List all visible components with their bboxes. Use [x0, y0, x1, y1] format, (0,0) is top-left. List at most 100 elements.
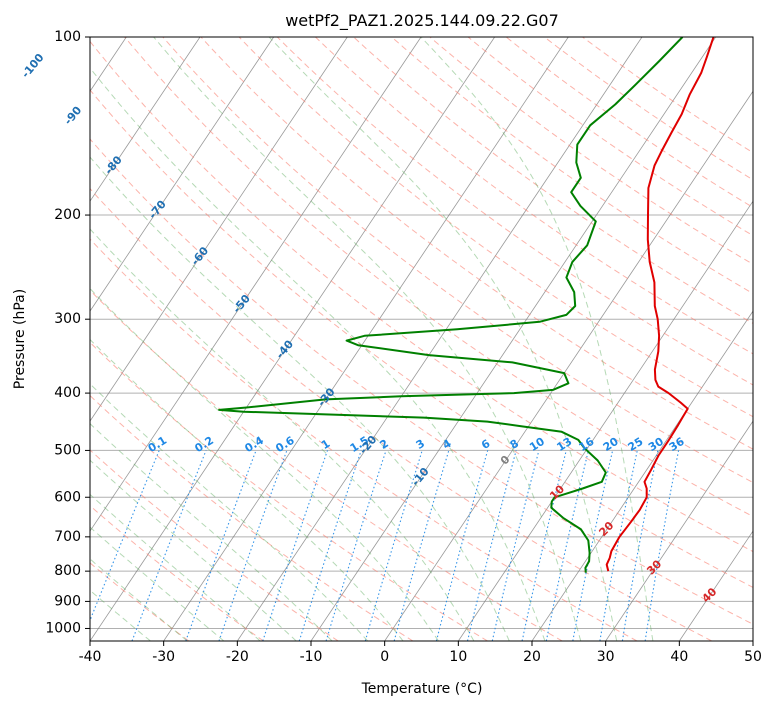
x-tick-label: 0 — [380, 649, 389, 665]
x-tick-label: 20 — [523, 649, 541, 665]
mixing-ratio-label: 1 — [319, 437, 332, 452]
mixing-ratio-label: 3 — [414, 437, 427, 452]
mixing-ratio-label: 20 — [601, 435, 621, 454]
y-tick-label: 300 — [54, 311, 81, 327]
dry-adiabat — [124, 37, 753, 518]
dry-adiabat — [276, 37, 753, 386]
isotherm-line — [310, 37, 717, 641]
dry-adiabat — [162, 37, 753, 484]
dry-adiabat — [544, 37, 753, 181]
isotherm-line — [90, 37, 201, 202]
mixing-ratio-line — [393, 450, 450, 641]
moist-adiabat — [90, 67, 546, 641]
mixing-ratio-line — [90, 450, 160, 622]
mixing-ratio-label: 0.1 — [146, 434, 169, 455]
mixing-ratio-line — [491, 450, 540, 641]
dry-adiabat — [315, 37, 753, 355]
mixing-ratio-label: 2 — [377, 437, 390, 452]
y-tick-label: 200 — [54, 207, 81, 223]
mixing-ratio-label: 13 — [555, 435, 575, 454]
x-tick-label: -10 — [300, 649, 323, 665]
mixing-ratio-label: 0.4 — [243, 434, 267, 456]
isotherm-line — [90, 37, 422, 532]
moist-adiabat — [268, 37, 618, 641]
mixing-ratio-label: 25 — [626, 435, 646, 454]
y-tick-label: 800 — [54, 563, 81, 579]
x-tick-label: 50 — [744, 649, 762, 665]
dry-adiabat — [90, 562, 190, 641]
x-tick-label: 40 — [670, 649, 688, 665]
label-layer: 0.1 0.2 0.4 0.6 1 1.5 2 3 4 6 8 10 13 16 20 25 30 36-100-… — [19, 51, 720, 605]
dry-adiabat — [90, 289, 563, 641]
moist-adiabat-label: 10 — [547, 482, 567, 502]
moist-adiabat — [90, 493, 261, 641]
mixing-ratio-line — [599, 450, 638, 641]
mixing-ratio-line — [298, 450, 362, 641]
dewpoint-profile — [218, 37, 684, 573]
moist-adiabat — [90, 338, 404, 641]
y-tick-label: 1000 — [45, 620, 81, 636]
chart-title: wetPf2_PAZ1.2025.144.09.22.G07 — [285, 11, 559, 31]
mixing-ratio-line — [435, 450, 489, 641]
dry-adiabat — [582, 37, 753, 154]
x-tick-label: -20 — [226, 649, 249, 665]
isotherm-label: -70 — [146, 198, 169, 222]
dry-adiabat — [90, 138, 753, 625]
y-axis-label: Pressure (hPa) — [12, 289, 28, 389]
moist-adiabat — [90, 228, 475, 641]
y-tick-label: 100 — [54, 29, 81, 45]
plot-frame — [89, 36, 754, 642]
moist-adiabat-label: 40 — [699, 585, 719, 605]
y-tick-label: 400 — [54, 385, 81, 401]
moist-adiabat — [420, 37, 654, 641]
isotherm-line — [384, 90, 753, 641]
x-tick-label: -40 — [79, 649, 102, 665]
isotherm-line — [90, 37, 496, 641]
moist-adiabat-label: 20 — [596, 519, 616, 539]
y-tick-label: 900 — [54, 593, 81, 609]
mixing-ratio-label: 6 — [479, 437, 493, 452]
moist-adiabat-label: 30 — [644, 557, 664, 577]
y-tick-label: 500 — [54, 442, 81, 458]
moist-adiabat-label: 0 — [498, 453, 513, 468]
data-layer — [218, 37, 715, 573]
y-tick-label: 700 — [54, 529, 81, 545]
isotherm-label: -30 — [315, 385, 338, 409]
dry-adiabat — [391, 37, 753, 295]
mixing-ratio-line — [131, 450, 207, 641]
moist-adiabat — [90, 459, 297, 641]
temperature-profile — [605, 37, 715, 572]
dry-adiabat — [353, 37, 753, 324]
moist-adiabat — [90, 589, 151, 641]
grid-layer — [90, 37, 753, 641]
isotherm-line — [163, 37, 569, 641]
isotherm-label: -90 — [62, 104, 85, 128]
mixing-ratio-line — [466, 450, 517, 641]
mixing-ratio-line — [364, 450, 423, 641]
dry-adiabat — [90, 238, 638, 641]
moist-adiabat — [90, 156, 510, 641]
isotherm-line — [752, 640, 753, 641]
isotherm-line — [90, 37, 275, 312]
isotherm-label: -40 — [273, 337, 296, 361]
isotherm-line — [237, 37, 643, 641]
mixing-ratio-line — [644, 450, 680, 641]
mixing-ratio-line — [325, 450, 387, 641]
moist-adiabat — [153, 37, 582, 641]
dry-adiabat — [238, 37, 753, 418]
mixing-ratio-label: 16 — [577, 435, 597, 454]
mixing-ratio-line — [262, 450, 329, 641]
mixing-ratio-label: 10 — [527, 435, 547, 454]
isotherm-label: -10 — [409, 465, 432, 489]
isotherm-line — [679, 530, 753, 641]
isotherm-line — [458, 200, 753, 641]
axis-layer: -40 -30 -20 -10 0 10 20 30 40 5010009008007006005… — [45, 29, 762, 665]
moist-adiabat — [90, 422, 333, 641]
isotherm-label: -60 — [189, 244, 212, 268]
dry-adiabat — [429, 37, 753, 265]
moist-adiabat — [90, 558, 188, 641]
mixing-ratio-line — [185, 450, 257, 641]
moist-adiabat — [90, 287, 439, 641]
dry-adiabat — [90, 187, 712, 641]
